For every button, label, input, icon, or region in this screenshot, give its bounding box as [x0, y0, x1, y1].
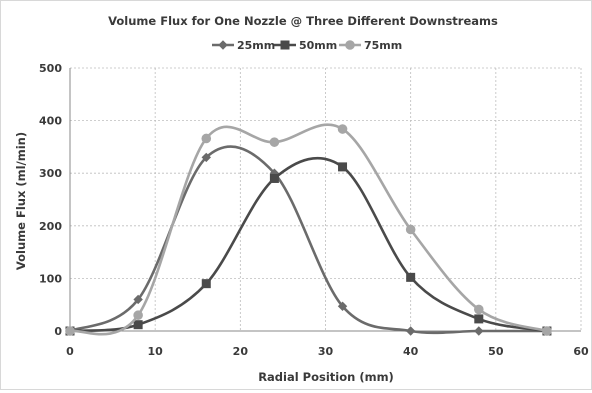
data-point — [474, 304, 484, 315]
legend-label: 75mm — [364, 39, 402, 52]
legend-item-50mm: 50mm — [274, 39, 337, 52]
data-point — [201, 279, 211, 289]
y-tick-label: 500 — [39, 62, 62, 75]
legend-marker — [345, 40, 355, 50]
x-tick-label: 50 — [488, 345, 504, 358]
data-point — [542, 326, 552, 336]
y-tick-label: 100 — [39, 272, 62, 285]
data-point — [337, 301, 348, 311]
data-point — [269, 137, 280, 147]
legend-item-75mm: 75mm — [339, 39, 402, 52]
series-line — [69, 123, 548, 336]
x-tick-label: 0 — [66, 345, 74, 358]
y-tick-labels: 0 100 200 300 400 500 — [39, 62, 62, 338]
data-point — [201, 152, 211, 163]
data-point — [474, 326, 484, 336]
data-point — [405, 224, 416, 235]
series-line — [69, 145, 547, 335]
data-point — [133, 320, 143, 330]
y-tick-label: 0 — [54, 325, 62, 338]
series-group — [65, 123, 552, 336]
x-tick-label: 30 — [318, 345, 334, 358]
data-point — [406, 272, 416, 282]
x-tick-label: 60 — [573, 345, 589, 358]
data-point — [405, 326, 416, 336]
data-point — [65, 326, 75, 336]
axes — [69, 68, 581, 332]
y-tick-label: 200 — [39, 220, 62, 233]
x-tick-labels: 0 10 20 30 40 50 60 — [66, 345, 589, 358]
series-line — [69, 156, 548, 333]
chart-title: Volume Flux for One Nozzle @ Three Diffe… — [108, 14, 498, 28]
legend-item-25mm: 25mm — [212, 39, 275, 52]
data-point — [201, 133, 212, 144]
data-point — [338, 162, 348, 172]
x-tick-label: 40 — [403, 345, 419, 358]
x-tick-label: 10 — [148, 345, 164, 358]
legend-label: 50mm — [299, 39, 337, 52]
y-tick-label: 300 — [39, 167, 62, 180]
legend: 25mm 50mm 75mm — [212, 39, 402, 52]
data-point — [133, 310, 143, 321]
data-point — [133, 294, 143, 305]
y-tick-label: 400 — [39, 115, 62, 128]
data-point — [474, 314, 484, 324]
legend-marker — [280, 40, 290, 50]
data-point — [337, 124, 348, 134]
data-point — [269, 173, 279, 183]
legend-label: 25mm — [237, 39, 275, 52]
gridlines — [70, 67, 582, 331]
x-axis-label: Radial Position (mm) — [258, 370, 394, 384]
y-axis-label: Volume Flux (ml/min) — [14, 132, 28, 270]
legend-marker — [218, 40, 228, 50]
series-75mm — [65, 123, 552, 336]
x-tick-label: 20 — [233, 345, 249, 358]
